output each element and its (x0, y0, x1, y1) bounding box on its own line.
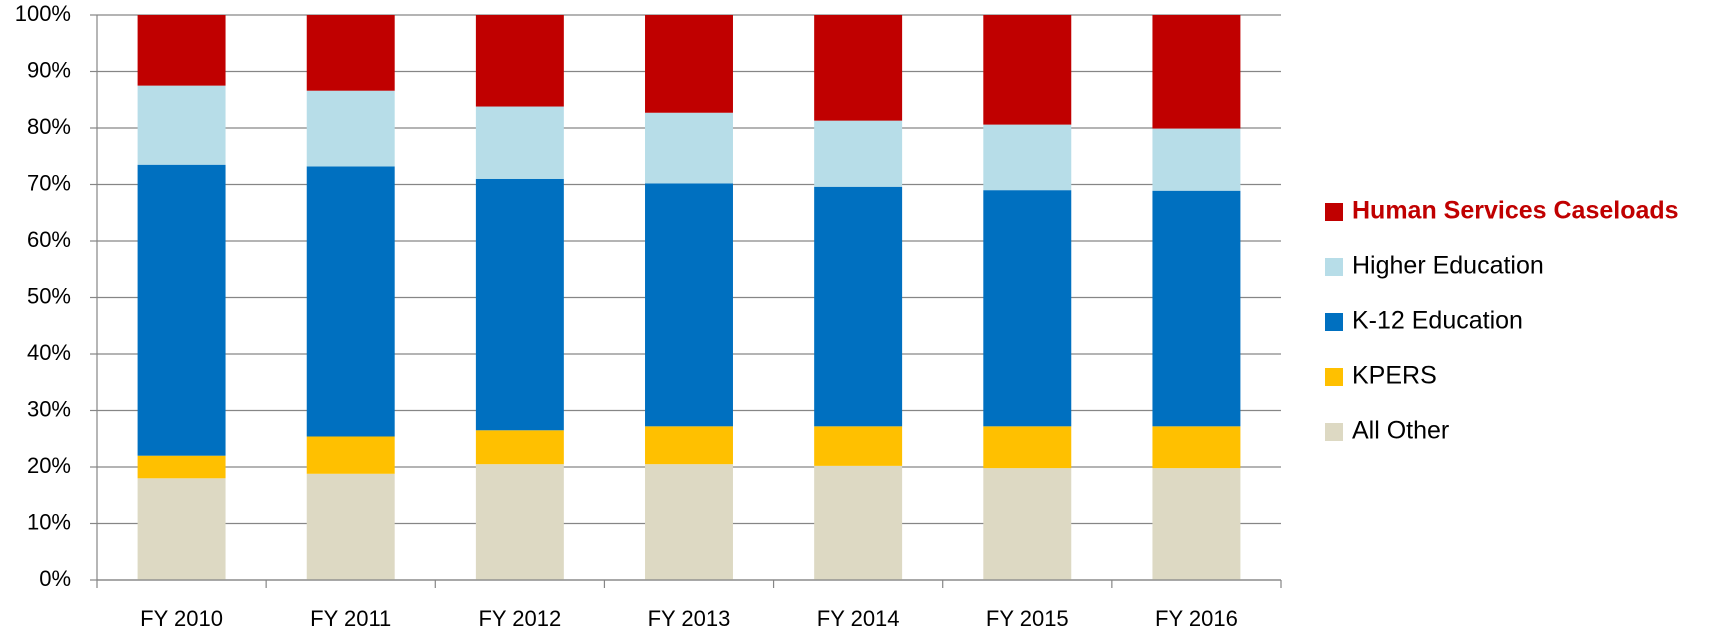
bar-segment (475, 178, 564, 431)
bar-segment (1152, 190, 1241, 427)
bar-segment (814, 15, 903, 121)
legend-swatch (1325, 203, 1343, 221)
bar-segment (306, 15, 395, 91)
bar-segment (645, 426, 733, 465)
y-tick-label: 90% (27, 57, 71, 82)
legend-swatch (1325, 368, 1343, 386)
y-tick-label: 10% (27, 509, 71, 534)
bar-segment (137, 455, 226, 479)
y-tick-label: 50% (27, 283, 71, 308)
bar-segment (814, 186, 903, 427)
y-tick-label: 20% (27, 453, 71, 478)
y-tick-label: 0% (39, 566, 71, 591)
y-tick-label: 30% (27, 396, 71, 421)
legend-label: KPERS (1352, 362, 1437, 390)
bar-segment (983, 124, 1072, 191)
x-tick-label: FY 2011 (310, 606, 391, 631)
legend-label: Human Services Caseloads (1352, 197, 1679, 225)
bar-segment (137, 85, 226, 165)
y-tick-label: 40% (27, 340, 71, 365)
bar-segment (1152, 468, 1241, 580)
bar-segment (983, 426, 1072, 469)
y-tick-label: 70% (27, 170, 71, 195)
x-tick-label: FY 2013 (648, 606, 731, 631)
bar-segment (306, 436, 395, 474)
x-tick-label: FY 2015 (986, 606, 1069, 631)
bar-segment (1152, 15, 1241, 129)
bar-segment (1152, 426, 1241, 469)
bar-segment (306, 90, 395, 167)
bar-segment (475, 430, 564, 465)
bar-segment (645, 112, 733, 184)
x-tick-label: FY 2014 (817, 606, 900, 631)
x-tick-label: FY 2012 (478, 606, 561, 631)
bar-segment (137, 15, 226, 86)
legend-label: K-12 Education (1352, 307, 1523, 335)
bar-segment (645, 464, 733, 580)
bar-segment (306, 166, 395, 437)
x-tick-label: FY 2016 (1155, 606, 1238, 631)
bar-segment (814, 120, 903, 187)
bar-segment (645, 183, 733, 427)
bar-segment (306, 473, 395, 580)
bar-segment (137, 164, 226, 456)
bar-segment (475, 464, 564, 580)
bar-segment (983, 468, 1072, 580)
legend-label: Higher Education (1352, 252, 1544, 280)
y-tick-label: 100% (15, 1, 71, 26)
y-tick-label: 80% (27, 114, 71, 139)
bar-segment (475, 15, 564, 107)
legend-swatch (1325, 313, 1343, 331)
bar-segment (645, 15, 733, 113)
legend-swatch (1325, 258, 1343, 276)
bar-segment (983, 190, 1072, 427)
bar-segment (475, 106, 564, 179)
bar-segment (1152, 128, 1241, 191)
legend-swatch (1325, 423, 1343, 441)
bar-segment (137, 478, 226, 580)
x-tick-label: FY 2010 (140, 606, 223, 631)
bar-segment (983, 15, 1072, 125)
bar-segment (814, 465, 903, 580)
bar-segment (814, 426, 903, 466)
y-tick-label: 60% (27, 227, 71, 252)
legend-label: All Other (1352, 417, 1449, 445)
